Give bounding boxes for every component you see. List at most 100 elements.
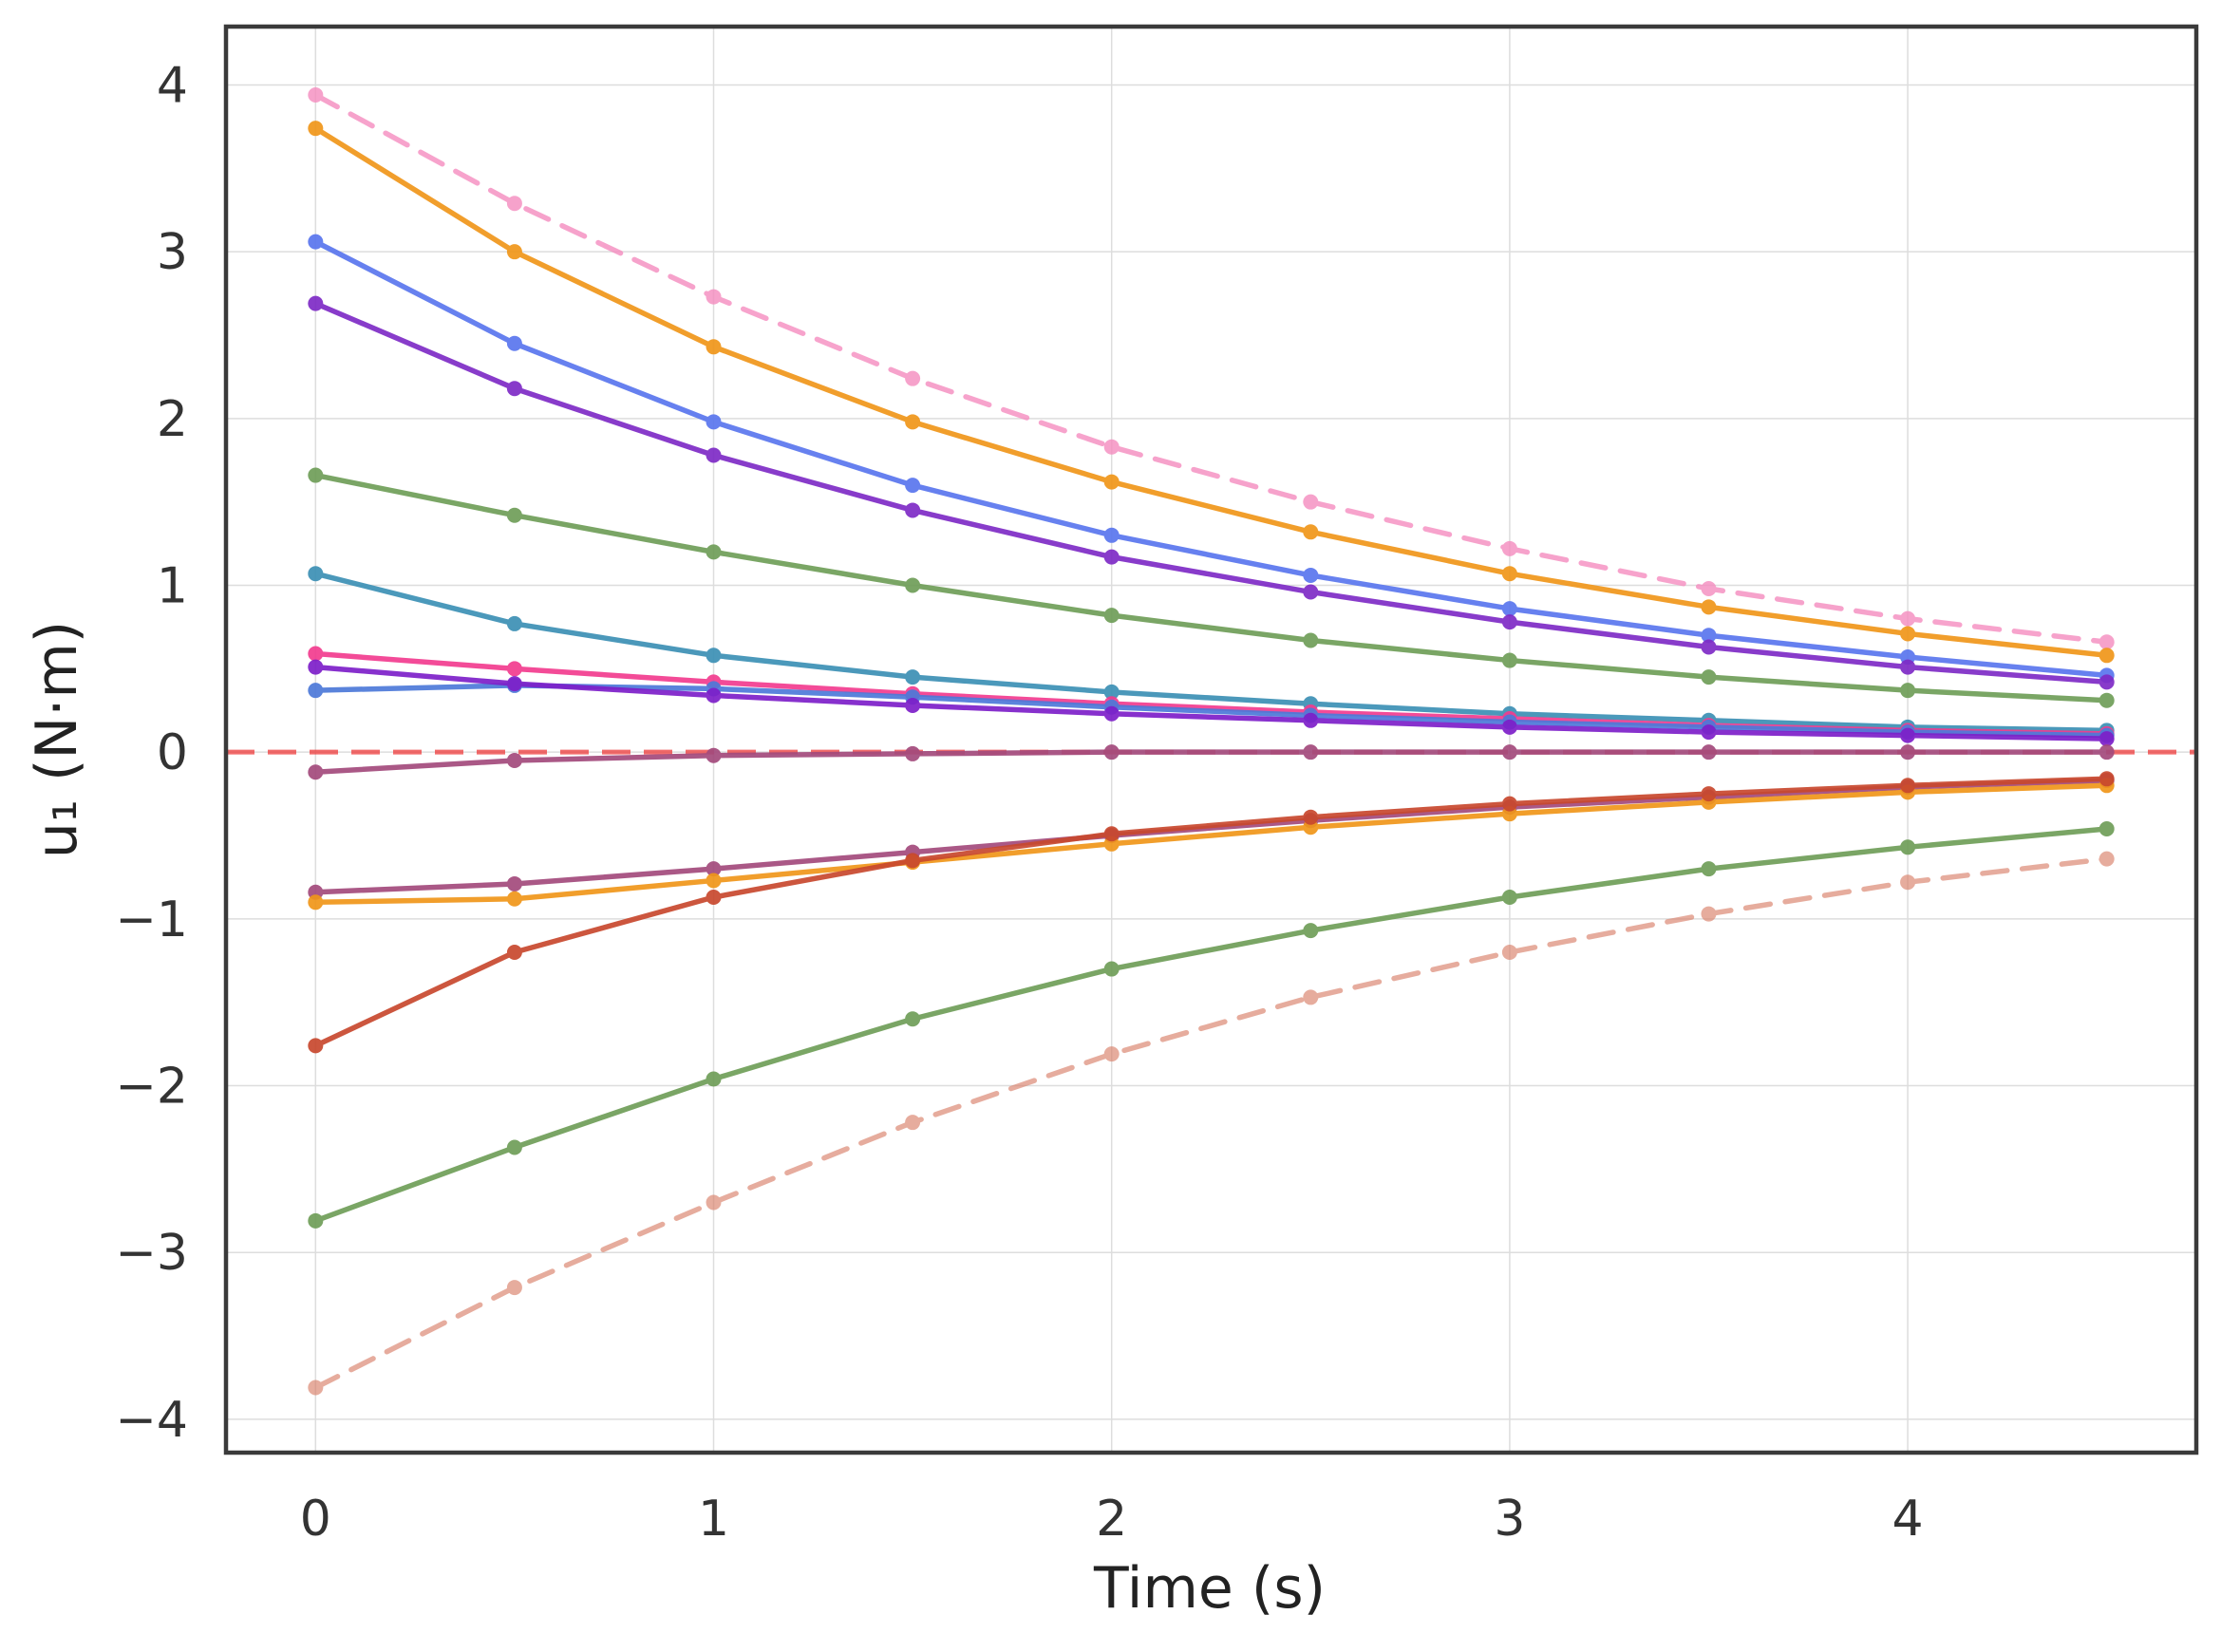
data-point (2099, 648, 2115, 664)
data-point (905, 853, 921, 869)
data-point (506, 507, 522, 523)
data-point (308, 234, 324, 250)
data-point (506, 752, 522, 768)
series-line (312, 125, 2110, 659)
y-tick-label: −1 (115, 892, 188, 948)
data-point (1103, 1046, 1120, 1062)
data-point (506, 1280, 522, 1296)
y-tick-label: −2 (115, 1059, 188, 1116)
data-point (905, 478, 921, 494)
data-point (1900, 683, 1916, 699)
data-point (1701, 628, 1717, 644)
data-point (506, 875, 522, 892)
data-point (1701, 906, 1717, 922)
series-green-low (308, 820, 2115, 1229)
data-point (2099, 674, 2115, 690)
data-point (1900, 744, 1916, 760)
data-point (1501, 652, 1517, 668)
series-orange-high (308, 121, 2115, 664)
series-line (312, 571, 2110, 734)
data-point (308, 683, 324, 699)
data-point (308, 1380, 324, 1396)
data-point (1303, 567, 1319, 583)
data-point (905, 1011, 921, 1027)
data-point (905, 1115, 921, 1131)
data-point (706, 339, 722, 355)
series-layer (308, 87, 2115, 1396)
data-point (1501, 614, 1517, 630)
data-point (706, 890, 722, 906)
series-violet (308, 659, 2115, 747)
data-point (905, 697, 921, 713)
data-point (1303, 923, 1319, 939)
data-point (1501, 719, 1517, 735)
y-tick-label: 0 (157, 724, 188, 781)
series-upper-bound (308, 87, 2115, 650)
data-point (1900, 874, 1916, 891)
data-point (1103, 474, 1120, 490)
data-point (1501, 796, 1517, 812)
data-point (2099, 731, 2115, 747)
data-point (308, 894, 324, 910)
data-point (1303, 494, 1319, 510)
series-line (312, 782, 2110, 906)
data-point (1501, 566, 1517, 582)
series-green-high (308, 467, 2115, 708)
data-point (506, 661, 522, 677)
data-point (1303, 989, 1319, 1005)
data-point (706, 873, 722, 889)
data-point (1900, 610, 1916, 627)
data-point (1103, 684, 1120, 700)
data-point (1303, 632, 1319, 648)
data-point (1103, 826, 1120, 842)
data-point (308, 295, 324, 311)
data-point (308, 1038, 324, 1054)
data-point (308, 646, 324, 662)
data-point (706, 1194, 722, 1211)
data-point (506, 944, 522, 960)
data-point (1701, 639, 1717, 655)
data-point (1701, 861, 1717, 877)
series-line (312, 826, 2110, 1224)
x-tick-label: 3 (1494, 1491, 1525, 1548)
data-point (706, 447, 722, 463)
data-point (905, 745, 921, 761)
data-point (1103, 744, 1120, 760)
series-line (312, 749, 2110, 776)
data-point (1900, 659, 1916, 675)
data-point (2099, 744, 2115, 760)
data-point (308, 566, 324, 582)
data-point (308, 121, 324, 137)
data-point (706, 1071, 722, 1087)
series-line (312, 92, 2110, 645)
data-point (1701, 786, 1717, 802)
data-point (706, 648, 722, 664)
x-axis-ticks: 0 1 2 3 4 (300, 1491, 1924, 1548)
data-point (506, 196, 522, 212)
series-line (312, 855, 2110, 1391)
plot-frame (223, 24, 2199, 1455)
data-point (506, 335, 522, 351)
data-point (706, 414, 722, 430)
series-purple-high (308, 295, 2115, 690)
data-point (1103, 705, 1120, 722)
data-point (905, 577, 921, 593)
data-point (1501, 601, 1517, 617)
data-point (706, 861, 722, 877)
x-tick-label: 0 (300, 1491, 331, 1548)
y-axis-label: u₁ (N·m) (24, 621, 90, 858)
data-point (1501, 744, 1517, 760)
data-point (1900, 778, 1916, 794)
data-point (2099, 771, 2115, 787)
data-point (1103, 608, 1120, 624)
data-point (706, 687, 722, 704)
y-tick-label: 1 (157, 558, 188, 615)
y-tick-label: 4 (157, 57, 188, 114)
data-point (506, 244, 522, 260)
series-line (312, 472, 2110, 704)
data-point (1303, 809, 1319, 825)
data-point (706, 544, 722, 560)
y-axis-ticks: −4 −3 −2 −1 0 1 2 3 4 (115, 57, 188, 1448)
